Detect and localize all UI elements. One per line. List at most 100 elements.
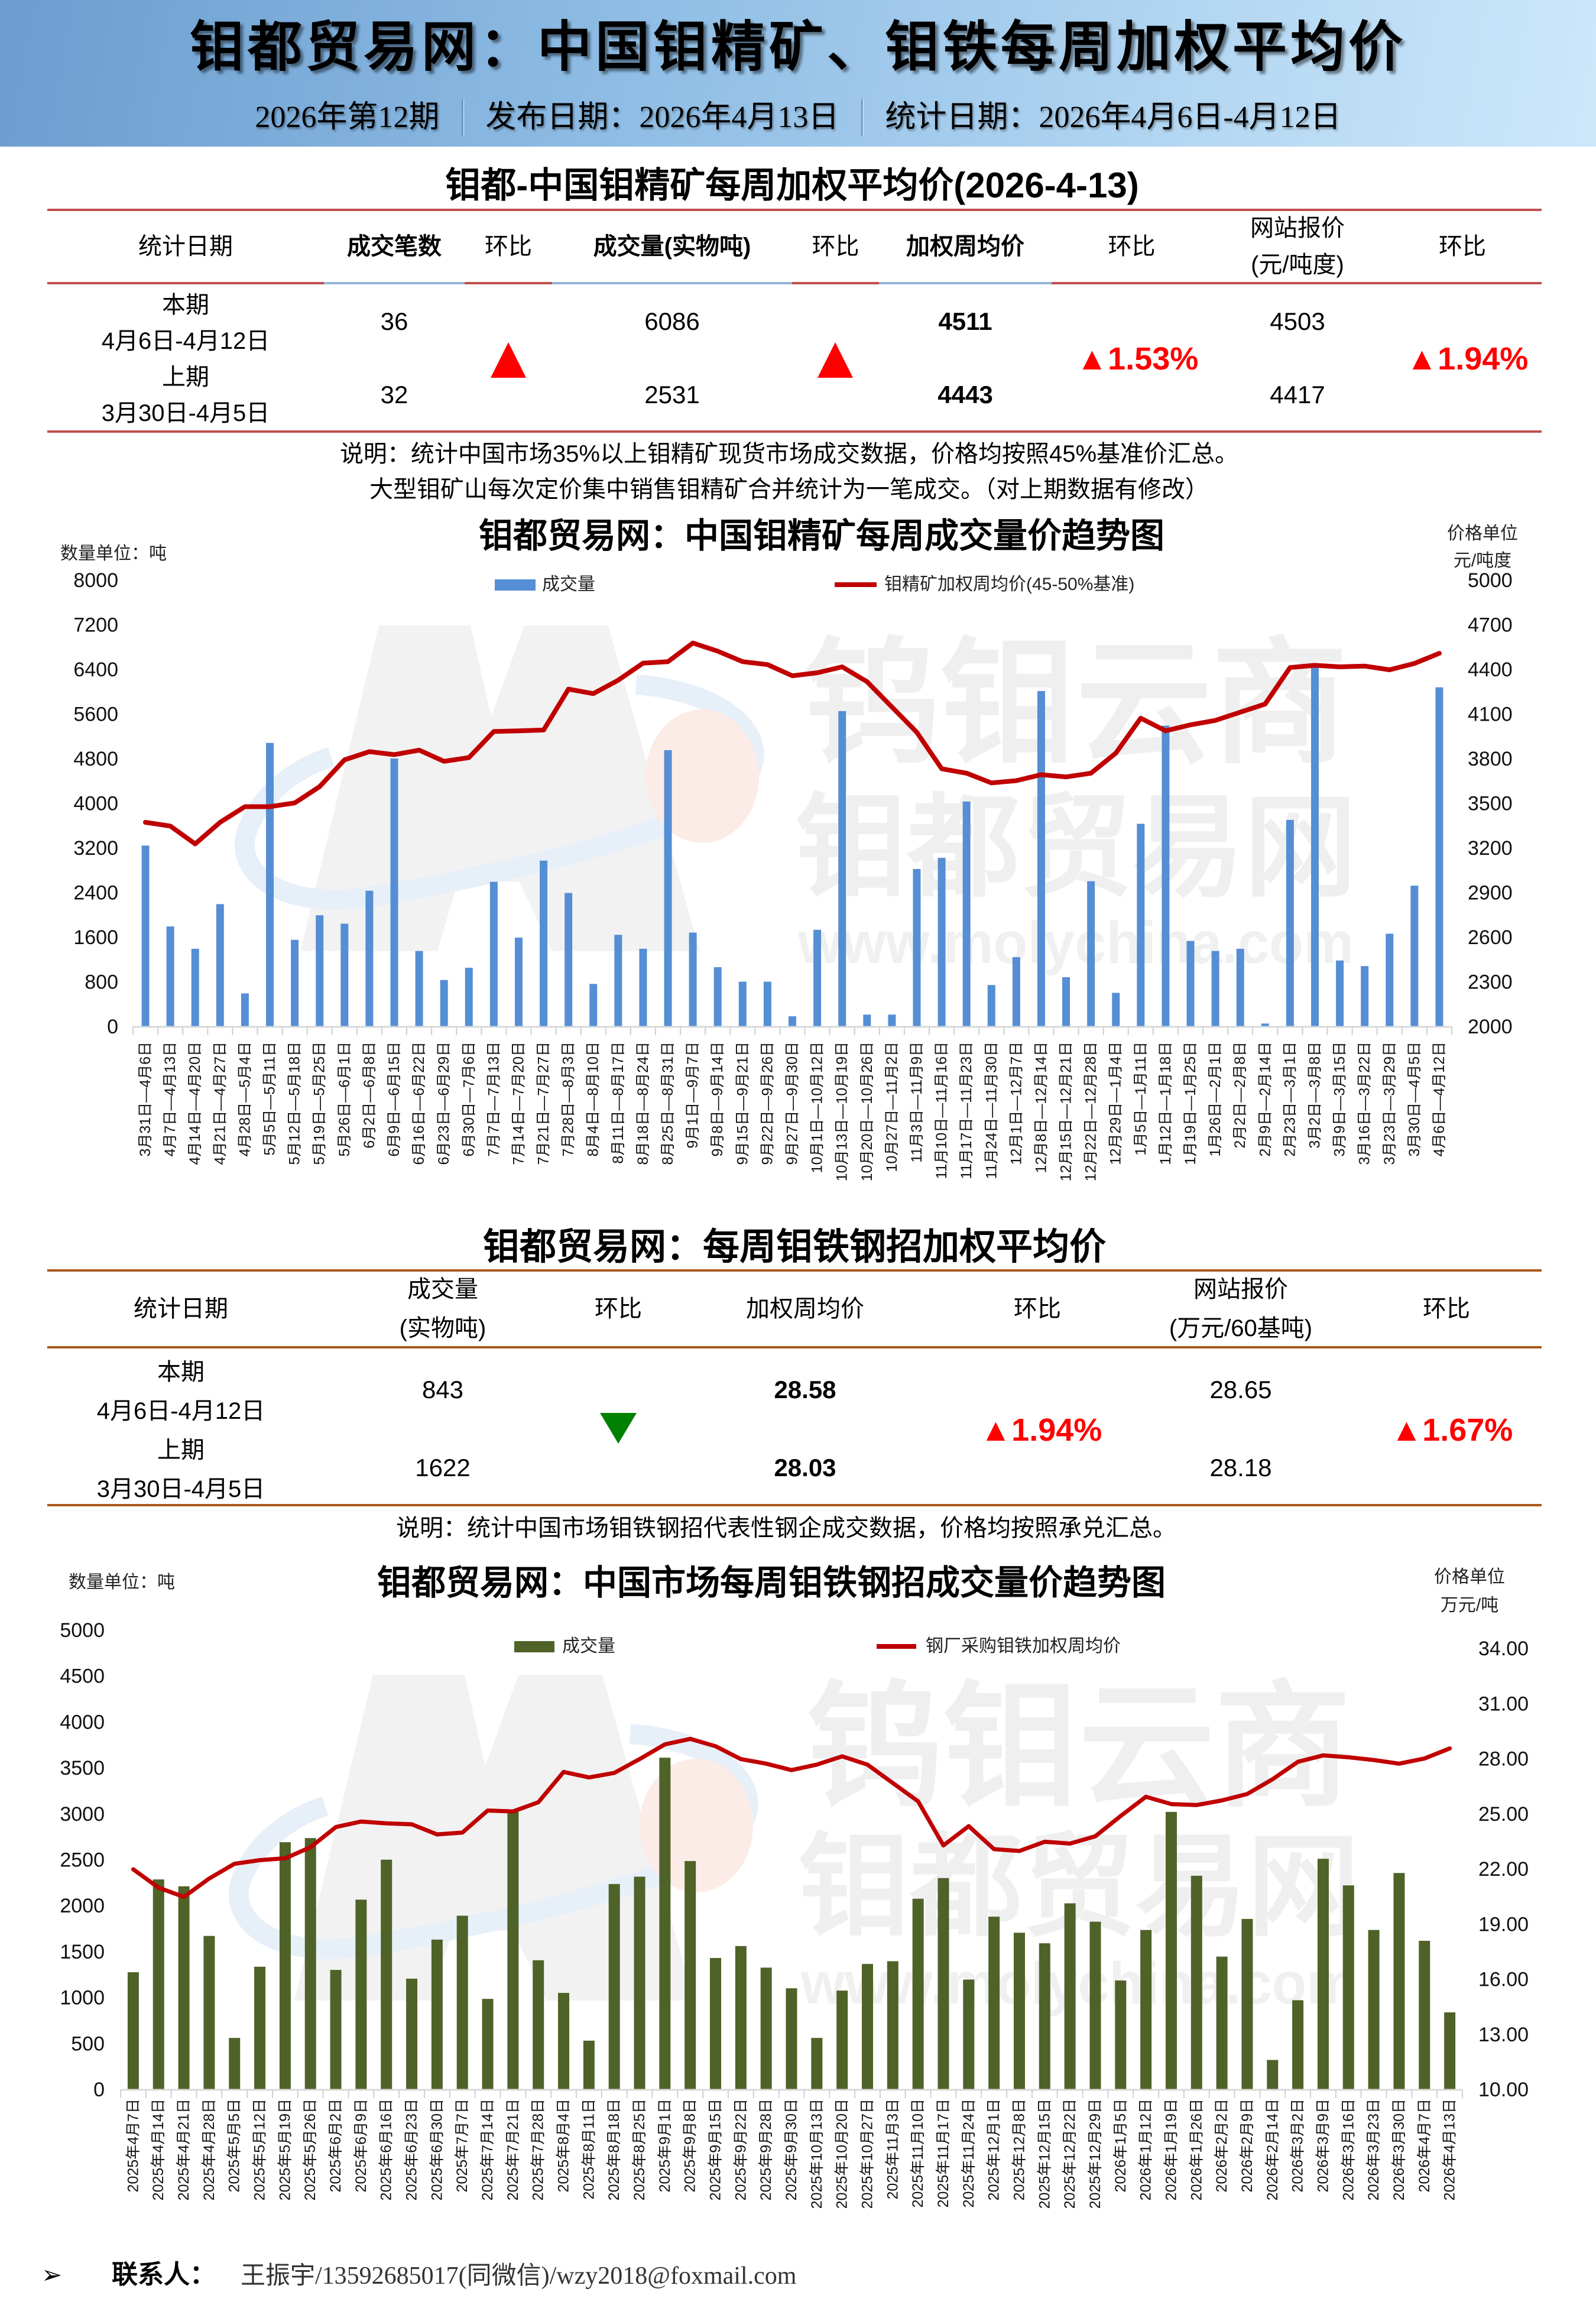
x-axis-category-label: 6月16日—6月22日 [411, 1042, 427, 1165]
x-axis-category-label: 12月15日—12月21日 [1058, 1042, 1075, 1181]
volume-bar [811, 2038, 823, 2090]
x-axis-category-label: 8月11日—8月17日 [610, 1042, 627, 1164]
volume-bar [153, 1879, 164, 2090]
volume-bar [390, 758, 398, 1027]
separator [861, 99, 863, 136]
issue-number: 2026年第12期 [255, 101, 440, 134]
x-axis-category-label: 1月12日—1月18日 [1157, 1042, 1174, 1165]
table1-header-avg-price-change: 环比 [1052, 211, 1212, 284]
table1-header-deals: 成交笔数 [324, 211, 465, 284]
right-axis-tick-label: 31.00 [1478, 1693, 1529, 1715]
right-axis-tick-label: 22.00 [1478, 1858, 1529, 1881]
volume-bar [330, 1970, 342, 2090]
up-triangle-icon [818, 342, 853, 378]
x-axis-category-label: 10月27日—11月2日 [884, 1042, 900, 1172]
volume-bar [888, 1014, 896, 1027]
left-axis-tick-label: 4000 [60, 1711, 105, 1733]
x-axis-category-label: 3月30日—4月5日 [1406, 1042, 1423, 1157]
header-label: 环比 [1014, 1296, 1061, 1322]
chart1-title: 钼都贸易网：中国钼精矿每周成交量价趋势图 [478, 517, 1165, 555]
right-axis-tick-label: 3200 [1468, 837, 1513, 860]
previous-avg-price: 28.03 [774, 1454, 836, 1481]
volume-bar [355, 1899, 367, 2090]
footer-contact-label: 联系人： [112, 2260, 216, 2289]
volume-bar [963, 1979, 975, 2090]
volume-bar [456, 1915, 468, 2090]
right-axis-tick-label: 4100 [1468, 704, 1513, 726]
x-axis-category-label: 6月23日—6月29日 [436, 1042, 452, 1165]
table1-period-column: 本期 4月6日-4月12日 上期 3月30日-4月5日 [47, 287, 324, 432]
current-period-label: 本期 [157, 1359, 205, 1385]
site-price-change: ▲1.67% [1390, 1412, 1513, 1448]
right-axis-tick-label: 2600 [1468, 926, 1513, 949]
x-axis-category-label: 3月16日—3月22日 [1357, 1042, 1373, 1165]
x-axis-category-label: 4月7日—4月13日 [162, 1042, 179, 1157]
right-axis-tick-label: 10.00 [1478, 2079, 1529, 2101]
volume-bar [1190, 1875, 1202, 2090]
x-axis-category-label: 2026年3月16日 [1340, 2099, 1357, 2200]
volume-bar [1292, 2000, 1304, 2090]
x-axis-category-label: 2025年12月15日 [1036, 2099, 1053, 2209]
x-axis-category-label: 6月2日—6月8日 [361, 1042, 378, 1149]
x-axis-category-label: 2025年10月20日 [834, 2099, 851, 2209]
x-axis-category-label: 5月19日—5月25日 [312, 1042, 328, 1165]
table2-header-rule [47, 1346, 1542, 1348]
chart2-right-unit: 万元/吨 [1440, 1596, 1499, 1615]
x-axis-category-label: 2025年9月22日 [732, 2099, 749, 2200]
table1-top-rule [47, 209, 1542, 211]
chart1-plot: 钨钼云商 钼都贸易网 www.molychina.com 0 800 1600 240… [73, 569, 1513, 1181]
watermark-circle [645, 709, 759, 843]
volume-bar [912, 1898, 924, 2090]
x-axis-category-label: 12月8日—12月14日 [1033, 1042, 1049, 1173]
table1-header-date: 统计日期 [47, 211, 324, 284]
volume-bar [1064, 1903, 1076, 2090]
left-axis-tick-label: 3200 [73, 837, 118, 860]
header-unit: (元/吨度) [1251, 252, 1344, 278]
header-label: 环比 [485, 234, 532, 260]
x-axis-category-label: 1月26日—2月1日 [1207, 1042, 1224, 1157]
volume-bar [540, 860, 548, 1027]
volume-bar [381, 1859, 392, 2090]
header-label: 加权周均价 [746, 1296, 864, 1322]
x-axis-category-label: 2026年3月30日 [1391, 2099, 1407, 2200]
volume-bar [1261, 1023, 1269, 1027]
volume-bar [1419, 1940, 1430, 2090]
header-label: 环比 [595, 1296, 642, 1322]
volume-bar [279, 1842, 291, 2090]
x-axis-category-label: 4月6日—4月12日 [1431, 1042, 1448, 1157]
table2-top-rule [47, 1269, 1542, 1272]
chart1-right-unit: 元/吨度 [1453, 551, 1512, 570]
volume-bar [838, 711, 846, 1027]
watermark-logo-m [294, 1675, 694, 2001]
watermark-brand-1: 钨钼云商 [804, 628, 1348, 780]
previous-period-dates: 3月30日-4月5日 [101, 400, 270, 426]
x-axis-category-label: 1月5日—1月11日 [1133, 1042, 1149, 1156]
x-axis-category-label: 1月19日—1月25日 [1182, 1042, 1199, 1165]
volume-bar [659, 1758, 671, 2090]
volume-bar [431, 1939, 443, 2090]
current-site-price: 28.65 [1209, 1376, 1272, 1403]
x-axis-category-label: 2月9日—2月14日 [1257, 1042, 1273, 1157]
left-axis-tick-label: 4500 [60, 1665, 105, 1688]
x-axis-category-label: 2025年4月28日 [201, 2099, 218, 2200]
table1-note-line2: 大型钼矿山每次定价集中销售钼精矿合并统计为一笔成交。（对上期数据有修改） [369, 476, 1209, 503]
volume-bar [789, 1016, 796, 1027]
previous-volume: 2531 [644, 381, 700, 409]
volume-bar [710, 1958, 722, 2090]
volume-bar [482, 1999, 494, 2090]
x-axis-category-label: 2025年4月21日 [176, 2099, 192, 2200]
volume-bar [304, 1838, 316, 2090]
volume-bar [127, 1972, 139, 2090]
volume-bar [203, 1936, 215, 2090]
volume-bar [664, 750, 672, 1027]
x-axis-category-label: 2026年2月2日 [1214, 2099, 1230, 2192]
volume-bar [639, 948, 647, 1027]
right-axis-tick-label: 13.00 [1478, 2024, 1529, 2046]
chart2-title: 钼都贸易网：中国市场每周钼铁钢招成交量价趋势图 [377, 1564, 1166, 1602]
x-axis-category-label: 10月13日—10月19日 [834, 1042, 851, 1181]
right-axis-tick-label: 3500 [1468, 793, 1513, 815]
volume-bar [1112, 993, 1120, 1027]
x-axis-category-label: 2月2日—2月8日 [1232, 1042, 1248, 1149]
x-axis-category-label: 2025年11月10日 [910, 2099, 926, 2207]
x-axis-category-label: 4月14日—4月20日 [187, 1042, 203, 1165]
